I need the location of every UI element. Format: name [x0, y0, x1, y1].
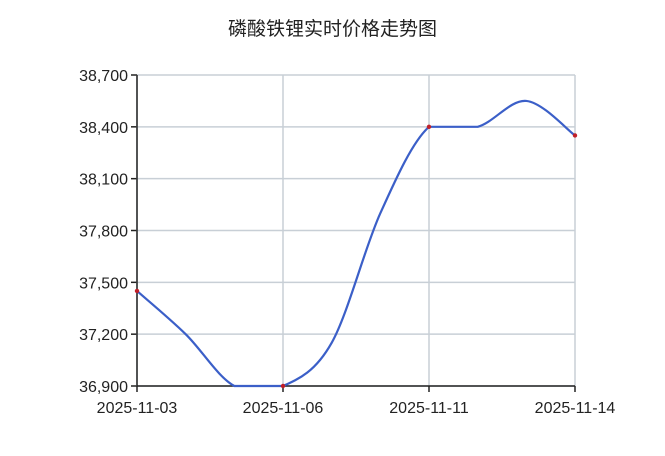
x-tick-label: 2025-11-14: [535, 400, 616, 417]
x-tick-label: 2025-11-11: [389, 400, 469, 417]
chart-title: 磷酸铁锂实时价格走势图: [227, 18, 437, 40]
y-tick-label: 38,400: [79, 120, 128, 137]
y-tick-label: 37,200: [79, 327, 128, 344]
data-point: [426, 124, 432, 130]
x-tick-label: 2025-11-03: [97, 400, 178, 417]
y-tick-label: 38,100: [79, 172, 128, 189]
y-tick-label: 37,500: [79, 275, 128, 292]
data-point: [572, 133, 578, 138]
x-tick-label: 2025-11-06: [243, 400, 324, 417]
data-point: [134, 288, 140, 294]
series-line: [136, 99, 576, 388]
data-point: [280, 383, 286, 389]
y-tick-label: 36,900: [79, 379, 128, 396]
y-tick-label: 38,700: [79, 68, 128, 85]
y-tick-label: 37,800: [79, 224, 128, 241]
